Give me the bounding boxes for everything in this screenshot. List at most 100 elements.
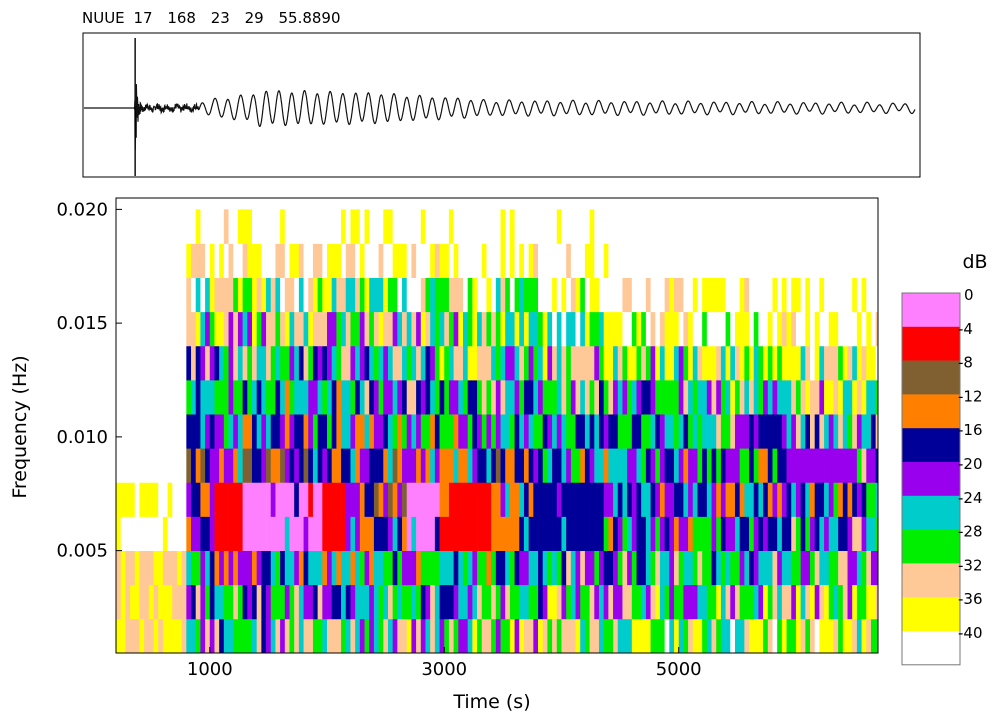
spectrogram-cell — [148, 380, 154, 415]
spectrogram-cell — [547, 584, 553, 620]
spectrogram-cell — [711, 209, 717, 244]
spectrogram-cell — [734, 380, 741, 415]
spectrogram-cell — [392, 482, 398, 517]
spectrogram-cell — [861, 448, 867, 483]
spectrogram-cell — [683, 550, 689, 586]
spectrogram-cell — [711, 516, 717, 551]
spectrogram-cell — [758, 243, 764, 278]
spectrogram-cell — [312, 380, 318, 415]
spectrogram-cell — [125, 243, 131, 278]
spectrogram-cell — [523, 209, 529, 244]
spectrogram-cell — [116, 277, 122, 313]
spectrogram-cell — [734, 345, 741, 381]
spectrogram-cell — [613, 550, 619, 586]
spectrogram-cell — [697, 516, 703, 551]
spectrogram-cell — [669, 243, 675, 278]
spectrogram-cell — [819, 448, 825, 483]
spectrogram-cell — [200, 380, 206, 415]
spectrogram-cell — [575, 414, 581, 449]
spectrogram-cell — [772, 482, 778, 517]
spectrogram-cell — [655, 584, 661, 620]
spectrogram-cell — [795, 345, 801, 381]
spectrogram-cell — [589, 414, 595, 449]
spectrogram-cell — [861, 345, 867, 381]
spectrogram-cell — [172, 482, 178, 517]
spectrogram-cell — [556, 516, 562, 551]
spectrogram-cell — [734, 311, 741, 347]
spectrogram-cell — [523, 482, 529, 517]
spectrogram-cell — [697, 482, 703, 517]
spectrogram-cell — [730, 482, 736, 517]
spectrogram-cell — [130, 618, 136, 654]
spectrogram-cell — [500, 584, 506, 620]
spectrogram-cell — [870, 277, 877, 313]
spectrogram-cell — [763, 311, 769, 347]
spectrogram-cell — [158, 482, 164, 517]
spectrogram-cell — [345, 618, 351, 654]
spectrogram-cell — [162, 550, 168, 586]
spectrogram-cell — [411, 516, 417, 551]
spectrogram-cell — [538, 516, 544, 551]
spectrogram-cell — [148, 550, 154, 586]
spectrogram-cell — [223, 584, 229, 620]
spectrogram-cell — [688, 482, 694, 517]
spectrogram-cell — [275, 516, 281, 551]
spectrogram-cell — [744, 584, 750, 620]
spectrogram-cell — [824, 243, 830, 278]
spectrogram-cell — [580, 584, 586, 620]
spectrogram-cell — [791, 618, 797, 654]
spectrogram-cell — [622, 243, 628, 278]
spectrogram-cell — [725, 380, 731, 415]
spectrogram-cell — [270, 550, 276, 586]
spectrogram-cell — [270, 414, 276, 449]
spectrogram-cell — [387, 311, 394, 347]
spectrogram-cell — [495, 550, 501, 586]
spectrogram-cell — [870, 618, 877, 654]
spectrogram-cell — [814, 550, 820, 586]
spectrogram-cell — [373, 243, 379, 278]
spectrogram-cell — [763, 380, 769, 415]
spectrogram-cell — [584, 584, 590, 620]
spectrogram-cell — [383, 277, 389, 313]
spectrogram-cell — [327, 345, 333, 381]
spectrogram-cell — [327, 209, 333, 244]
spectrogram-cell — [617, 516, 623, 551]
spectrogram-cell — [866, 311, 872, 347]
spectrogram-cell — [355, 516, 361, 551]
spectrogram-cell — [706, 550, 712, 586]
spectrogram-cell — [688, 380, 694, 415]
spectrogram-cell — [730, 380, 736, 415]
spectrogram-cell — [331, 414, 337, 449]
spectrogram-cell — [838, 482, 844, 517]
spectrogram-cell — [514, 482, 520, 517]
spectrogram-cell — [134, 345, 140, 381]
spectrogram-cell — [500, 482, 506, 517]
spectrogram-cell — [392, 277, 398, 313]
spectrogram-cell — [519, 311, 525, 347]
spectrogram-cell — [641, 243, 647, 278]
spectrogram-cell — [439, 448, 445, 483]
spectrogram-cell — [327, 482, 333, 517]
spectrogram-cell — [256, 618, 262, 654]
spectrogram-cell — [767, 414, 773, 449]
spectrogram-cell — [223, 482, 229, 517]
y-tick-label: 0.020 — [56, 199, 108, 220]
spectrogram-cell — [402, 550, 408, 586]
spectrogram-cell — [242, 277, 248, 313]
spectrogram-cell — [336, 516, 342, 551]
spectrogram-cell — [453, 618, 459, 654]
spectrogram-cell — [242, 414, 248, 449]
spectrogram-cell — [406, 482, 412, 517]
spectrogram-cell — [411, 482, 417, 517]
spectrogram-cell — [594, 243, 600, 278]
spectrogram-cell — [420, 311, 426, 347]
spectrogram-cell — [167, 380, 173, 415]
spectrogram-cell — [270, 584, 276, 620]
spectrogram-cell — [659, 277, 665, 313]
spectrogram-cell — [139, 482, 145, 517]
spectrogram-cell — [767, 277, 773, 313]
spectrogram-cell — [716, 277, 722, 313]
spectrogram-cell — [486, 209, 492, 244]
spectrogram-cell — [139, 380, 145, 415]
spectrogram-cell — [856, 243, 862, 278]
